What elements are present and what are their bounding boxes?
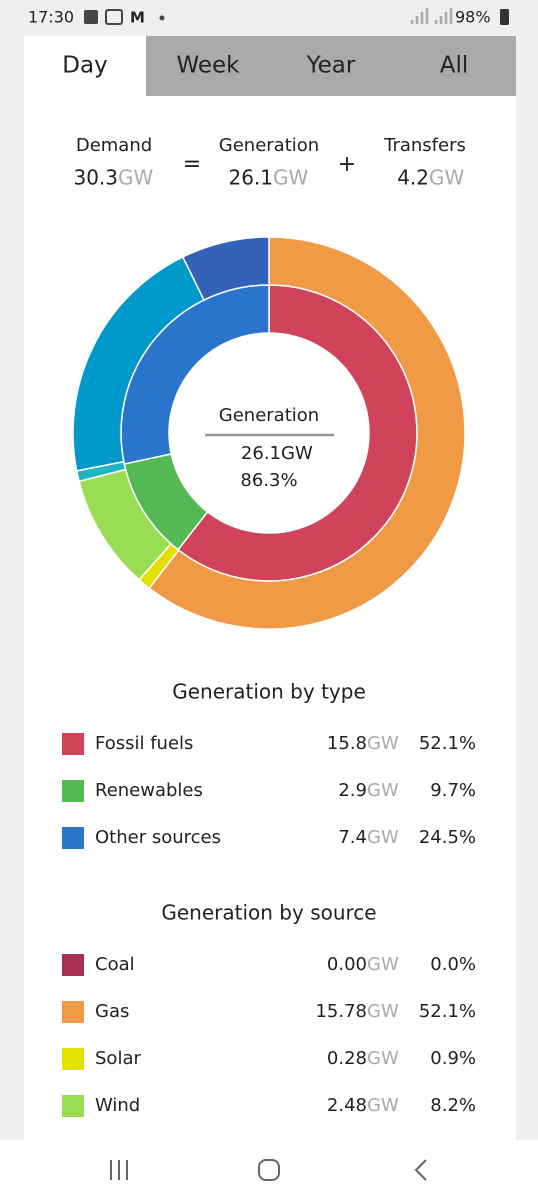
- legend-percent: 0.0%: [430, 954, 476, 975]
- donut-center-label: Generation: [219, 405, 319, 426]
- status-icon: [84, 10, 98, 24]
- legend-percent: 52.1%: [419, 733, 476, 754]
- legend-swatch: [62, 1095, 84, 1117]
- legend-percent: 24.5%: [419, 827, 476, 848]
- summary-label: Generation: [219, 135, 319, 156]
- legend-percent: 0.9%: [430, 1048, 476, 1069]
- legend-swatch: [62, 954, 84, 976]
- tab[interactable]: Week: [176, 53, 240, 79]
- legend-unit: GW: [367, 733, 399, 754]
- legend-label: Wind: [95, 1095, 140, 1116]
- legend-swatch: [62, 1048, 84, 1070]
- summary-value: 30.3: [73, 166, 118, 190]
- summary-unit: GW: [273, 166, 308, 190]
- summary-label: Demand: [76, 135, 152, 156]
- equals-sign: =: [183, 152, 201, 177]
- legend-unit: GW: [367, 1048, 399, 1069]
- nav-recent[interactable]: [110, 1160, 128, 1180]
- section-title: Generation by type: [172, 680, 366, 704]
- legend-unit: GW: [367, 954, 399, 975]
- summary-value: 4.2: [397, 166, 429, 190]
- battery-icon: [500, 9, 509, 25]
- legend-unit: GW: [367, 780, 399, 801]
- donut-center-percent: 86.3%: [240, 470, 297, 491]
- legend-value: 0.28: [327, 1048, 367, 1069]
- legend-percent: 9.7%: [430, 780, 476, 801]
- summary-unit: GW: [429, 166, 464, 190]
- tab-bar: [146, 36, 516, 96]
- summary-value: 26.1: [228, 166, 273, 190]
- donut-center-unit: GW: [281, 443, 313, 464]
- nav-back[interactable]: [414, 1159, 427, 1181]
- legend-unit: GW: [367, 827, 399, 848]
- battery-level: 98%: [455, 8, 491, 27]
- donut-center-value: 26.1: [241, 443, 281, 464]
- nav-home[interactable]: [258, 1159, 280, 1181]
- legend-value: 7.4: [338, 827, 367, 848]
- tab[interactable]: All: [440, 53, 469, 79]
- summary-unit: GW: [118, 166, 153, 190]
- tab[interactable]: Day: [62, 53, 107, 79]
- legend-label: Coal: [95, 954, 135, 975]
- section-title: Generation by source: [161, 901, 376, 925]
- legend-value: 2.48: [327, 1095, 367, 1116]
- legend-value: 0.00: [327, 954, 367, 975]
- legend-value: 15.8: [327, 733, 367, 754]
- donut-segment-other: [181, 236, 270, 302]
- status-icon: [159, 15, 165, 21]
- legend-label: Fossil fuels: [95, 733, 193, 754]
- signal-icon: [434, 8, 453, 24]
- legend-unit: GW: [367, 1001, 399, 1022]
- status-time: 17:30: [28, 8, 74, 27]
- legend-swatch: [62, 780, 84, 802]
- plus-sign: +: [338, 152, 356, 177]
- legend-value: 15.78: [315, 1001, 367, 1022]
- summary-label: Transfers: [383, 135, 466, 156]
- nav-bar: [0, 1140, 538, 1200]
- legend-percent: 52.1%: [419, 1001, 476, 1022]
- tab[interactable]: Year: [306, 53, 356, 79]
- status-icon: M: [130, 9, 145, 27]
- legend-label: Solar: [95, 1048, 141, 1069]
- legend-label: Gas: [95, 1001, 129, 1022]
- legend-label: Other sources: [95, 827, 221, 848]
- legend-percent: 8.2%: [430, 1095, 476, 1116]
- legend-swatch: [62, 827, 84, 849]
- legend-unit: GW: [367, 1095, 399, 1116]
- legend-swatch: [62, 1001, 84, 1023]
- donut-segment: [148, 236, 466, 630]
- legend-value: 2.9: [338, 780, 367, 801]
- status-icon: [105, 9, 123, 25]
- legend-swatch: [62, 733, 84, 755]
- legend-label: Renewables: [95, 780, 203, 801]
- signal-icon: [410, 8, 429, 24]
